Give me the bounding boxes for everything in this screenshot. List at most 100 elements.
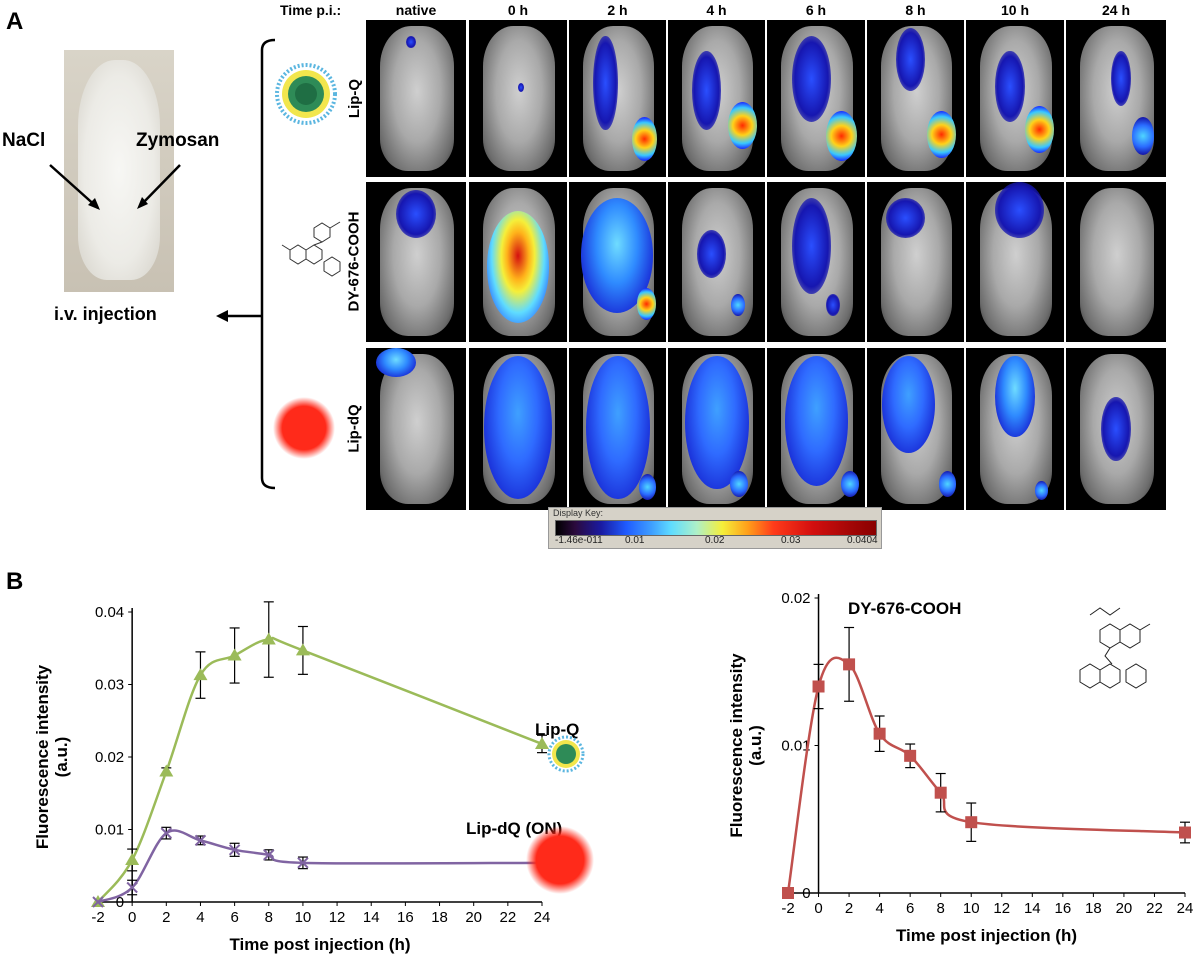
x-tick-label: 14 (1024, 900, 1041, 917)
signal-blob (728, 101, 758, 149)
x-tick-label: 8 (937, 900, 945, 917)
color-scale-title: Display Key: (553, 508, 604, 518)
mouse-silhouette (380, 26, 454, 171)
signal-blob (697, 230, 727, 278)
x-axis-title: Time post injection (h) (229, 935, 410, 954)
row-label: Lip-Q (345, 78, 363, 118)
imaging-tile (366, 20, 466, 177)
signal-blob (784, 356, 849, 486)
column-header: 8 h (905, 2, 926, 18)
y-tick-label: 0 (116, 894, 124, 911)
column-header: native (395, 2, 437, 18)
color-scale-ticks: -1.46e-011 0.01 0.02 0.03 0.0404 (555, 535, 878, 547)
data-point-square (904, 749, 917, 762)
imaging-tile (767, 348, 865, 510)
x-tick-label: 6 (230, 909, 238, 926)
column-header: 6 h (805, 2, 827, 18)
imaging-tile (867, 182, 964, 342)
scale-tick: 0.03 (781, 535, 801, 546)
mouse-photo (64, 50, 174, 292)
x-tick-label: 24 (534, 909, 551, 926)
signal-blob (825, 294, 840, 317)
signal-blob (632, 117, 658, 162)
signal-blob (791, 35, 831, 123)
signal-blob (1132, 117, 1154, 155)
x-tick-label: 12 (993, 900, 1010, 917)
scale-tick: 0.01 (625, 535, 645, 546)
signal-blob (730, 471, 748, 498)
chain (1104, 647, 1113, 665)
signal-blob (995, 51, 1025, 123)
data-point-triangle (535, 736, 549, 749)
x-tick-label: 8 (265, 909, 273, 926)
data-point-triangle (261, 632, 276, 645)
lip-dq-icon (273, 397, 335, 459)
scale-tick: -1.46e-011 (555, 535, 603, 546)
signal-blob (1034, 480, 1049, 501)
x-tick-label: 4 (196, 909, 204, 926)
series-line (786, 656, 1186, 894)
imaging-tile (966, 182, 1064, 342)
scale-tick: 0.0404 (847, 535, 878, 546)
x-tick-label: 24 (1177, 900, 1194, 917)
x-tick-label: 22 (500, 909, 517, 926)
x-tick-label: 10 (295, 909, 312, 926)
signal-blob (593, 35, 618, 130)
signal-blob (638, 474, 657, 501)
data-point-x (194, 834, 207, 847)
data-point-square (873, 727, 886, 740)
x-tick-label: 14 (363, 909, 380, 926)
ring (1125, 663, 1147, 689)
data-point-square (843, 658, 856, 671)
imaging-tile (767, 20, 865, 177)
signal-blob (896, 27, 926, 91)
panel-a-label: A (6, 8, 24, 35)
bracket (260, 38, 276, 490)
zymosan-label: Zymosan (136, 130, 220, 151)
data-point-x (263, 849, 275, 861)
imaging-tile (867, 348, 964, 510)
imaging-tile (668, 182, 765, 342)
column-header: 4 h (706, 2, 727, 18)
imaging-tile (668, 348, 765, 510)
x-tick-label: 20 (1116, 900, 1133, 917)
y-tick-label: 0.02 (781, 590, 810, 607)
nacl-arrow-head (88, 198, 100, 210)
data-point-x (126, 881, 138, 894)
mouse-shape (78, 60, 160, 280)
series-line (97, 829, 543, 904)
imaging-tile (1066, 20, 1166, 177)
chart-left: -2 0 2 4 6 8 10 12 14 16 18 20 22 2400.010.020.030.04… (33, 601, 594, 954)
column-header: 24 h (1101, 2, 1130, 18)
imaging-tile (966, 348, 1064, 510)
x-tick-label: 10 (963, 900, 980, 917)
lip-q-icon (275, 63, 337, 125)
signal-blob (636, 287, 657, 320)
data-point-x (92, 896, 104, 908)
y-tick-label: 0.01 (781, 738, 810, 755)
signal-blob (886, 198, 926, 238)
data-point-square (782, 887, 794, 899)
data-point-triangle (295, 643, 310, 656)
column-header: 0 h (507, 2, 529, 18)
ring (1099, 623, 1121, 649)
x-tick-label: 18 (1085, 900, 1102, 917)
signal-blob (376, 348, 416, 378)
nacl-arrow (49, 164, 99, 209)
lip-dq-legend-icon (526, 826, 594, 894)
signal-blob (586, 356, 650, 499)
x-tick-label: 20 (465, 909, 482, 926)
imaging-tile (867, 20, 964, 177)
signal-blob (483, 356, 553, 499)
y-axis-title-unit: (a.u.) (52, 737, 71, 778)
signal-blob (1101, 396, 1131, 462)
y-axis-title: Fluorescence intensity (727, 653, 746, 838)
x-tick-label: 18 (431, 909, 448, 926)
injection-label: i.v. injection (54, 304, 157, 324)
dy-structure-icon-small (1079, 607, 1151, 689)
dy-structure-icon (281, 221, 341, 277)
data-point-triangle (227, 648, 242, 661)
panel-b-label: B (6, 568, 24, 595)
signal-blob (881, 356, 935, 454)
